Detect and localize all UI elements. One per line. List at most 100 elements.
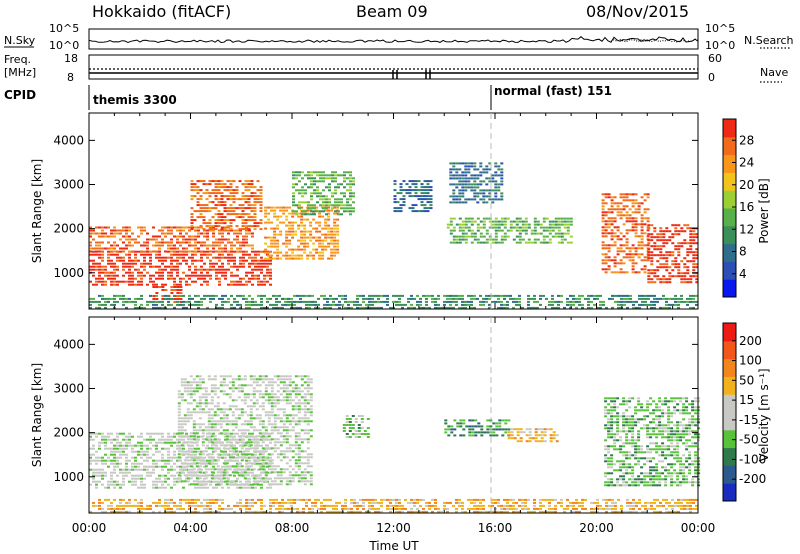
velocity-cell xyxy=(234,405,238,408)
power-cell xyxy=(646,193,650,196)
power-cell xyxy=(470,162,474,165)
power-cell xyxy=(164,256,167,259)
velocity-cell xyxy=(197,468,200,471)
velocity-cell xyxy=(201,435,205,438)
power-cell xyxy=(137,250,140,253)
velocity-cell xyxy=(221,465,224,468)
velocity-cell xyxy=(294,432,298,435)
power-cell xyxy=(619,211,623,214)
power-cell xyxy=(695,263,699,266)
velocity-cell xyxy=(225,384,229,387)
power-cell xyxy=(107,256,110,259)
power-cell xyxy=(527,226,531,229)
velocity-cell xyxy=(279,471,283,474)
power-cell xyxy=(338,294,341,297)
velocity-cell xyxy=(252,462,256,465)
velocity-cell xyxy=(276,471,280,474)
power-cell xyxy=(464,201,468,204)
velocity-cell xyxy=(210,474,214,477)
power-cell xyxy=(494,189,498,192)
velocity-cell xyxy=(213,447,217,450)
power-cell xyxy=(170,253,173,256)
power-cell xyxy=(581,306,584,309)
power-cell xyxy=(251,271,254,274)
power-cell xyxy=(221,274,224,277)
power-cell xyxy=(640,235,644,238)
power-cell xyxy=(116,256,119,259)
velocity-cell xyxy=(170,435,173,438)
power-cell xyxy=(338,306,341,309)
power-colorbar-swatch xyxy=(723,279,736,298)
power-cell xyxy=(164,265,167,268)
power-cell xyxy=(653,242,657,245)
velocity-cell xyxy=(297,462,301,465)
power-cell xyxy=(689,227,693,230)
power-cell xyxy=(601,253,605,256)
velocity-cell xyxy=(224,456,227,459)
velocity-cell xyxy=(291,408,295,411)
velocity-cell xyxy=(207,423,211,426)
velocity-cell xyxy=(92,474,95,477)
power-cell xyxy=(610,196,614,199)
velocity-cell xyxy=(264,426,268,429)
velocity-cell xyxy=(282,453,286,456)
power-cell xyxy=(344,306,347,309)
power-cell xyxy=(232,198,236,201)
power-cell xyxy=(221,247,224,250)
power-cell xyxy=(146,283,149,286)
velocity-cell xyxy=(288,381,292,384)
power-cell xyxy=(247,198,251,201)
velocity-cell xyxy=(201,462,205,465)
power-cell xyxy=(131,280,134,283)
velocity-cell xyxy=(222,471,226,474)
power-cell xyxy=(292,171,295,174)
power-cell xyxy=(521,238,525,241)
power-cell xyxy=(119,229,122,232)
power-cell xyxy=(423,198,427,201)
power-cell xyxy=(321,248,325,251)
power-cell xyxy=(173,306,176,309)
velocity-cell xyxy=(140,480,143,483)
power-cell xyxy=(473,168,477,171)
power-cell xyxy=(101,247,104,250)
power-cell xyxy=(563,226,567,229)
power-cell xyxy=(311,294,314,297)
power-cell xyxy=(128,244,131,247)
velocity-cell xyxy=(216,438,220,441)
power-cell xyxy=(426,189,430,192)
power-cell xyxy=(89,297,92,300)
power-cell xyxy=(420,210,424,213)
power-cell xyxy=(241,228,245,231)
power-cell xyxy=(452,294,455,297)
velocity-cell xyxy=(140,444,143,447)
power-colorbar-label: 16 xyxy=(739,200,754,214)
power-cell xyxy=(470,232,474,235)
velocity-cell xyxy=(294,405,298,408)
power-cell xyxy=(288,239,292,242)
power-cell xyxy=(604,214,608,217)
velocity-cell xyxy=(288,420,292,423)
power-cell xyxy=(610,205,614,208)
velocity-cell xyxy=(89,435,92,438)
velocity-cell xyxy=(198,465,202,468)
velocity-cell xyxy=(288,477,292,480)
power-cell xyxy=(259,192,263,195)
power-cell xyxy=(190,225,194,228)
power-cell xyxy=(509,294,512,297)
power-cell xyxy=(334,189,337,192)
velocity-cell xyxy=(189,387,193,390)
power-cell xyxy=(569,241,573,244)
power-cell xyxy=(95,244,98,247)
power-cell xyxy=(485,241,489,244)
power-cell xyxy=(185,280,188,283)
power-cell xyxy=(643,232,647,235)
power-cell xyxy=(264,236,268,239)
power-cell xyxy=(211,228,215,231)
power-cell xyxy=(233,297,236,300)
power-cell xyxy=(356,306,359,309)
power-cell xyxy=(377,294,380,297)
power-cell xyxy=(640,253,644,256)
power-cell xyxy=(300,236,304,239)
velocity-cell xyxy=(222,411,226,414)
